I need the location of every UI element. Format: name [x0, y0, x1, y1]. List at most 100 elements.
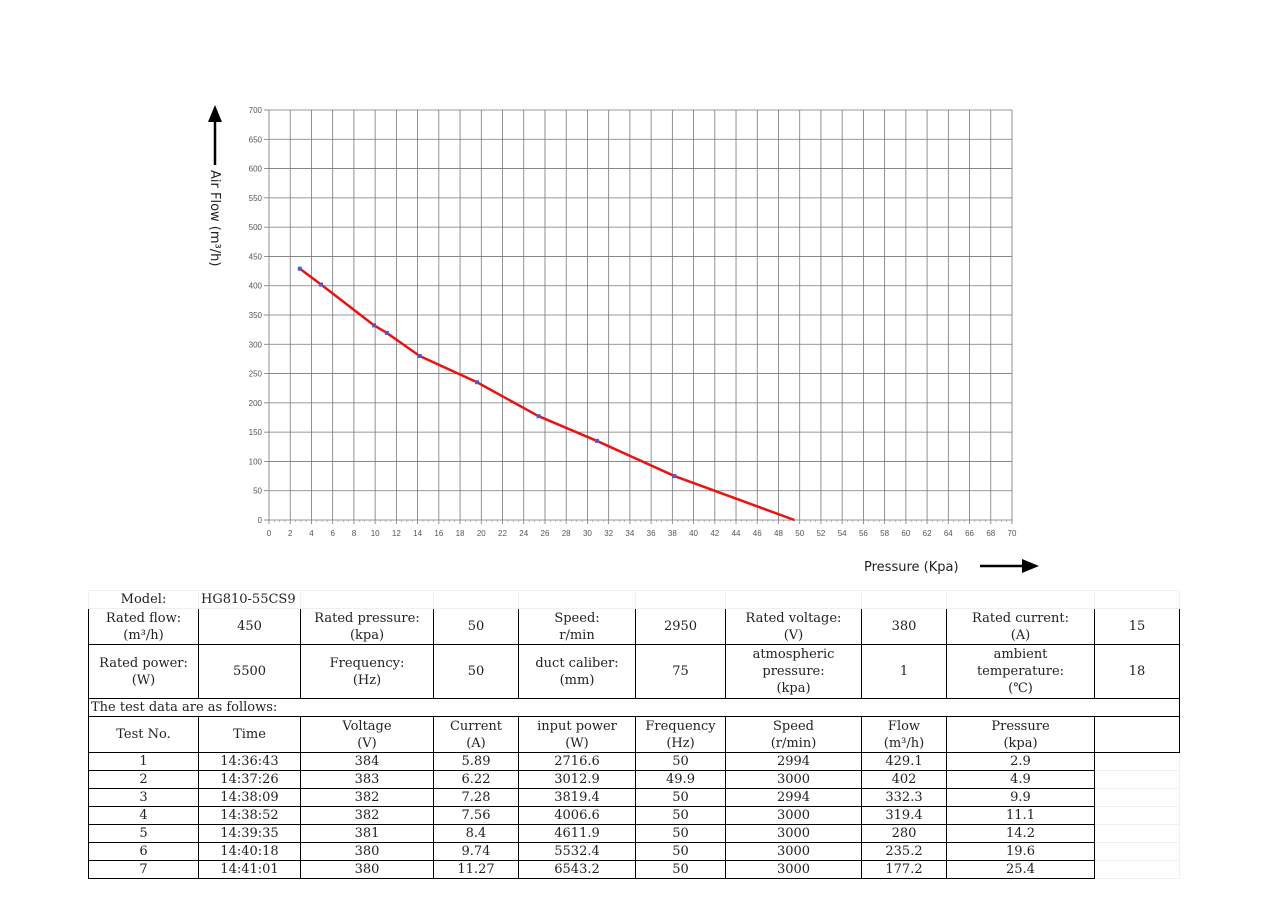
- y-axis-title: Air Flow (m³/h): [207, 105, 222, 266]
- rated-voltage-label: Rated voltage: (V): [725, 608, 862, 645]
- table-cell: 4611.9: [518, 824, 636, 843]
- ambient-temperature-value: 18: [1094, 644, 1180, 699]
- x-tick-label: 44: [732, 529, 741, 538]
- x-tick-label: 14: [413, 529, 422, 538]
- table-cell: 429.1: [861, 752, 947, 771]
- y-tick-label: 350: [249, 311, 263, 320]
- performance-chart: 0 2 4 6 8 10 12 14 16 18 20 22 24 26 28 30 32 34 36 38 40 42 4…: [207, 105, 1039, 575]
- column-header: Voltage (V): [300, 716, 434, 753]
- data-point: [417, 354, 422, 358]
- x-tick-label: 28: [562, 529, 571, 538]
- data-point: [594, 438, 599, 443]
- x-tick-label: 26: [541, 529, 550, 538]
- table-row: 4 14:38:52 382 7.56 4006.6 50 3000 319.4 11.1: [88, 806, 1180, 825]
- column-header: Current (A): [433, 716, 519, 753]
- y-tick-label: 150: [249, 428, 263, 437]
- y-axis-label: Air Flow (m³/h): [207, 170, 222, 266]
- table-cell: 2994: [725, 752, 862, 771]
- x-tick-label: 56: [859, 529, 868, 538]
- x-tick-label: 32: [604, 529, 613, 538]
- data-point: [475, 380, 480, 385]
- data-point: [372, 323, 377, 328]
- table-cell: 382: [300, 806, 434, 825]
- x-tick-label: 42: [710, 529, 719, 538]
- y-tick-labels: 0 50 100 150 200 250 300 350 400 450 500 550 600 650 7…: [249, 106, 263, 525]
- data-point: [384, 330, 389, 335]
- table-cell: 4.9: [946, 770, 1095, 789]
- rated-flow-value: 450: [198, 608, 301, 645]
- rated-power-value: 5500: [198, 644, 301, 699]
- x-tick-label: 24: [519, 529, 528, 538]
- rated-current-label: Rated current: (A): [946, 608, 1095, 645]
- test-intro-row: The test data are as follows:: [88, 698, 1180, 717]
- table-row: 6 14:40:18 380 9.74 5532.4 50 3000 235.2 19.6: [88, 842, 1180, 861]
- x-tick-label: 38: [668, 529, 677, 538]
- frequency-label: Frequency: (Hz): [300, 644, 434, 699]
- series-line: [299, 267, 795, 522]
- table-cell: 332.3: [861, 788, 947, 807]
- x-tick-label: 8: [352, 529, 357, 538]
- rated-voltage-value: 380: [861, 608, 947, 645]
- duct-caliber-value: 75: [635, 644, 726, 699]
- model-label: Model:: [88, 590, 199, 609]
- x-tick-label: 10: [371, 529, 380, 538]
- y-tick-label: 100: [249, 457, 263, 466]
- x-tick-label: 12: [392, 529, 401, 538]
- table-cell: 25.4: [946, 860, 1095, 879]
- data-point: [536, 414, 541, 419]
- x-tick-label: 2: [288, 529, 293, 538]
- table-cell: 50: [635, 806, 726, 825]
- blank-cell: [1094, 806, 1180, 825]
- table-cell: 2: [88, 770, 199, 789]
- column-header: Test No.: [88, 716, 199, 753]
- table-cell: 50: [635, 860, 726, 879]
- column-header: Speed (r/min): [725, 716, 862, 753]
- table-cell: 5532.4: [518, 842, 636, 861]
- table-cell: 50: [635, 788, 726, 807]
- rated-flow-label: Rated flow: (m³/h): [88, 608, 199, 645]
- test-intro-text: The test data are as follows:: [88, 698, 1180, 717]
- y-tick-label: 400: [249, 282, 263, 291]
- y-axis-arrow-icon: [208, 105, 222, 122]
- table-cell: 50: [635, 824, 726, 843]
- blank-cell: [1094, 752, 1180, 771]
- x-tick-label: 16: [434, 529, 443, 538]
- table-cell: 3000: [725, 860, 862, 879]
- table-cell: 14:39:35: [198, 824, 301, 843]
- table-cell: 14:41:01: [198, 860, 301, 879]
- y-tick-label: 200: [249, 399, 263, 408]
- model-value: HG810-55CS9: [198, 590, 301, 609]
- column-header: Pressure (kpa): [946, 716, 1095, 753]
- table-cell: 50: [635, 752, 726, 771]
- x-tick-label: 50: [795, 529, 804, 538]
- table-cell: 7: [88, 860, 199, 879]
- table-cell: 14:37:26: [198, 770, 301, 789]
- x-tick-labels: 0 2 4 6 8 10 12 14 16 18 20 22 24 26 28 30 32 34 36 38 40 42 4…: [267, 529, 1017, 538]
- table-cell: 5: [88, 824, 199, 843]
- table-row: 2 14:37:26 383 6.22 3012.9 49.9 3000 402 4.9: [88, 770, 1180, 789]
- y-tick-label: 0: [258, 516, 263, 525]
- x-tick-label: 64: [944, 529, 953, 538]
- table-cell: 2994: [725, 788, 862, 807]
- table-cell: 50: [635, 842, 726, 861]
- data-point: [297, 266, 302, 271]
- table-cell: 6543.2: [518, 860, 636, 879]
- table-cell: 7.56: [433, 806, 519, 825]
- table-cell: 235.2: [861, 842, 947, 861]
- y-tick-label: 50: [253, 487, 262, 496]
- table-cell: 3819.4: [518, 788, 636, 807]
- table-cell: 380: [300, 842, 434, 861]
- y-tick-label: 650: [249, 135, 263, 144]
- x-tick-label: 34: [625, 529, 634, 538]
- blank-cell: [1094, 716, 1180, 753]
- spec-table: Model: HG810-55CS9 Rated flow: (m³/h) 450…: [88, 590, 1180, 879]
- table-cell: 1: [88, 752, 199, 771]
- model-row: Model: HG810-55CS9: [88, 590, 1180, 609]
- table-cell: 6.22: [433, 770, 519, 789]
- table-cell: 5.89: [433, 752, 519, 771]
- y-tick-label: 500: [249, 223, 263, 232]
- column-header: Frequency (Hz): [635, 716, 726, 753]
- rated-row-2: Rated power: (W) 5500 Frequency: (Hz) 50 d…: [88, 644, 1180, 699]
- y-tick-label: 550: [249, 194, 263, 203]
- table-cell: 319.4: [861, 806, 947, 825]
